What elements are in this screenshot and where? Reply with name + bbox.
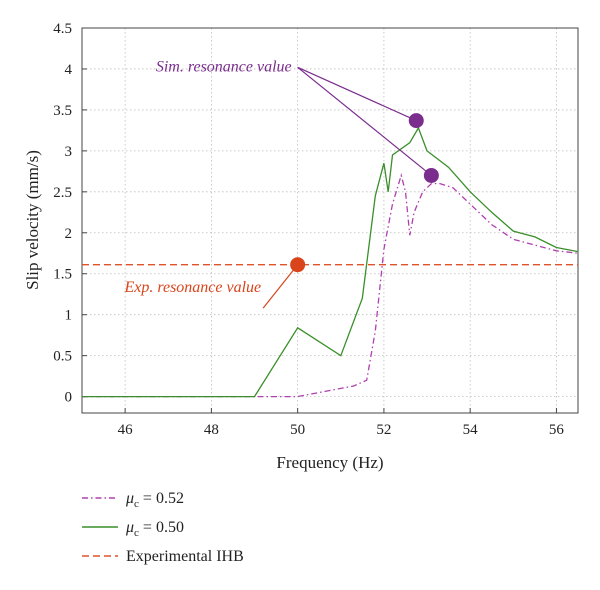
y-tick-label: 0.5 <box>53 349 72 365</box>
annotation-leader-line <box>297 66 417 122</box>
resonance-marker <box>423 167 439 183</box>
x-tick-label: 50 <box>290 422 305 438</box>
y-axis-label: Slip velocity (mm/s) <box>23 150 42 290</box>
legend-entry-label: μc = 0.52 <box>125 490 184 510</box>
series-line-0 <box>82 173 579 398</box>
markers <box>290 113 439 273</box>
annotation-label: Exp. resonance value <box>123 279 261 296</box>
annotation-leader-line <box>297 66 432 176</box>
y-tick-label: 2.5 <box>53 185 72 201</box>
resonance-marker <box>408 113 424 129</box>
legend: μc = 0.52 μc = 0.50 Experimental IHB <box>82 490 244 565</box>
annotation-label: Sim. resonance value <box>156 58 292 75</box>
x-tick-label: 56 <box>549 422 565 438</box>
legend-entry-label: Experimental IHB <box>126 548 244 565</box>
y-tick-label: 2 <box>65 226 73 242</box>
series-line-1 <box>82 126 579 398</box>
y-tick-label: 3.5 <box>53 103 72 119</box>
y-tick-label: 1.5 <box>53 267 72 283</box>
x-tick-label: 48 <box>204 422 219 438</box>
legend-entry-label: μc = 0.50 <box>125 519 184 539</box>
x-tick-label: 52 <box>376 422 391 438</box>
plot-frame <box>81 27 579 414</box>
y-tick-label: 1 <box>65 308 73 324</box>
annotation-leader-line <box>262 264 299 309</box>
y-tick-label: 3 <box>65 144 73 160</box>
axis-ticks: 46 48 50 52 54 56 0 0.5 1 1.5 2 2.5 3 3.5 4 4.5 <box>53 21 564 438</box>
annotations: Sim. resonance value Exp. resonance value <box>123 58 432 309</box>
y-tick-label: 4.5 <box>53 21 72 37</box>
grid <box>82 27 578 413</box>
resonance-marker <box>290 257 306 273</box>
y-tick-label: 0 <box>65 390 73 406</box>
y-tick-label: 4 <box>65 62 73 78</box>
x-axis-label: Frequency (Hz) <box>276 453 383 472</box>
x-tick-label: 46 <box>118 422 134 438</box>
series-lines <box>82 126 579 398</box>
x-tick-label: 54 <box>463 422 479 438</box>
